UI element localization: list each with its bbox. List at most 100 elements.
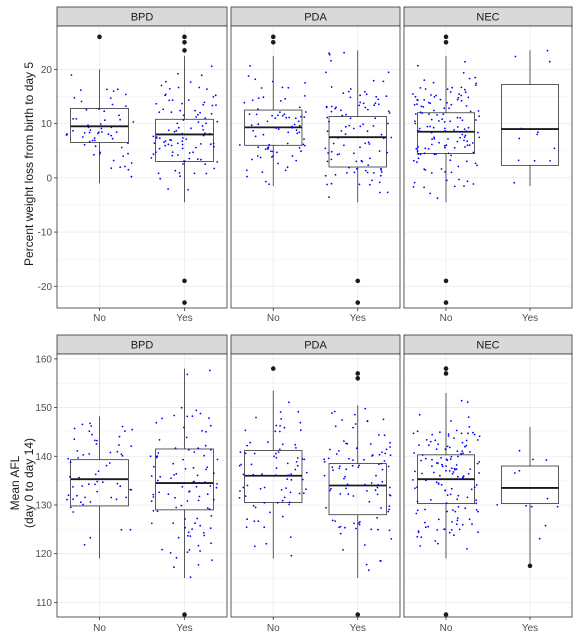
jitter-point <box>464 146 466 148</box>
jitter-point <box>194 522 197 525</box>
jitter-point <box>461 119 464 122</box>
jitter-point <box>286 478 289 480</box>
jitter-point <box>246 175 248 178</box>
jitter-point <box>278 448 281 451</box>
jitter-point <box>257 146 260 149</box>
jitter-point <box>449 159 452 162</box>
jitter-point <box>530 505 533 508</box>
jitter-point <box>434 540 437 542</box>
jitter-point <box>344 133 347 136</box>
jitter-point <box>553 147 556 150</box>
jitter-point <box>175 472 178 475</box>
jitter-point <box>343 477 345 480</box>
jitter-point <box>238 497 241 499</box>
jitter-point <box>467 473 470 475</box>
jitter-point <box>181 485 184 488</box>
jitter-point <box>186 500 189 502</box>
box-yes <box>324 50 393 305</box>
jitter-point <box>419 111 422 114</box>
jitter-point <box>206 88 208 90</box>
jitter-point <box>181 147 184 150</box>
jitter-point <box>428 113 430 115</box>
jitter-point <box>181 132 184 135</box>
jitter-point <box>363 458 365 461</box>
jitter-point <box>377 528 379 531</box>
jitter-point <box>202 103 205 106</box>
jitter-point <box>364 142 367 145</box>
jitter-point <box>182 137 184 139</box>
jitter-point <box>445 179 448 182</box>
jitter-point <box>438 120 440 122</box>
jitter-point <box>99 151 102 154</box>
jitter-point <box>358 523 361 526</box>
jitter-point <box>441 463 443 466</box>
jitter-point <box>170 144 173 147</box>
panel-background <box>57 26 227 308</box>
jitter-point <box>152 493 155 496</box>
jitter-point <box>176 142 179 145</box>
jitter-point <box>279 411 282 413</box>
jitter-point <box>380 507 382 509</box>
jitter-point <box>352 426 354 429</box>
jitter-point <box>182 160 185 163</box>
jitter-point <box>289 536 292 538</box>
jitter-point <box>345 487 347 490</box>
jitter-point <box>466 401 469 404</box>
jitter-point <box>115 498 118 501</box>
panel-background <box>404 26 572 308</box>
jitter-point <box>456 140 459 143</box>
jitter-point <box>323 474 326 477</box>
jitter-point <box>301 458 304 461</box>
jitter-point <box>417 153 420 156</box>
jitter-point <box>330 182 333 185</box>
jitter-point <box>253 452 256 455</box>
jitter-point <box>271 156 273 158</box>
jitter-point <box>366 130 369 133</box>
jitter-point <box>167 188 170 190</box>
jitter-point <box>342 92 345 94</box>
jitter-point <box>261 171 264 174</box>
jitter-point <box>201 125 204 127</box>
jitter-point <box>112 90 115 92</box>
jitter-point <box>462 72 465 74</box>
jitter-point <box>472 151 475 154</box>
jitter-point <box>299 429 302 432</box>
jitter-point <box>253 545 256 548</box>
jitter-point <box>170 477 172 479</box>
jitter-point <box>188 490 191 493</box>
jitter-point <box>378 150 381 153</box>
jitter-point <box>72 511 75 513</box>
jitter-point <box>257 108 259 110</box>
jitter-point <box>197 564 200 566</box>
jitter-point <box>390 538 393 540</box>
jitter-point <box>173 130 176 133</box>
jitter-point <box>440 483 443 486</box>
jitter-point <box>465 130 467 133</box>
jitter-point <box>119 485 122 488</box>
jitter-point <box>182 426 185 429</box>
jitter-point <box>432 126 435 129</box>
jitter-point <box>171 151 174 154</box>
jitter-point <box>326 116 329 119</box>
jitter-point <box>179 175 181 178</box>
jitter-point <box>417 157 420 160</box>
jitter-point <box>267 148 269 150</box>
jitter-point <box>418 127 421 130</box>
jitter-point <box>435 153 437 156</box>
jitter-point <box>348 166 350 169</box>
jitter-point <box>325 106 328 109</box>
jitter-point <box>165 80 167 83</box>
jitter-point <box>187 188 190 191</box>
jitter-point <box>352 459 354 461</box>
jitter-point <box>364 169 367 172</box>
jitter-point <box>280 418 283 420</box>
jitter-point <box>173 474 176 476</box>
jitter-point <box>300 150 302 153</box>
jitter-point <box>283 496 286 499</box>
jitter-point <box>204 117 207 119</box>
box-no <box>412 34 481 305</box>
jitter-point <box>186 373 189 376</box>
jitter-point <box>467 416 470 418</box>
jitter-point <box>288 501 291 504</box>
outlier-point <box>182 48 187 53</box>
